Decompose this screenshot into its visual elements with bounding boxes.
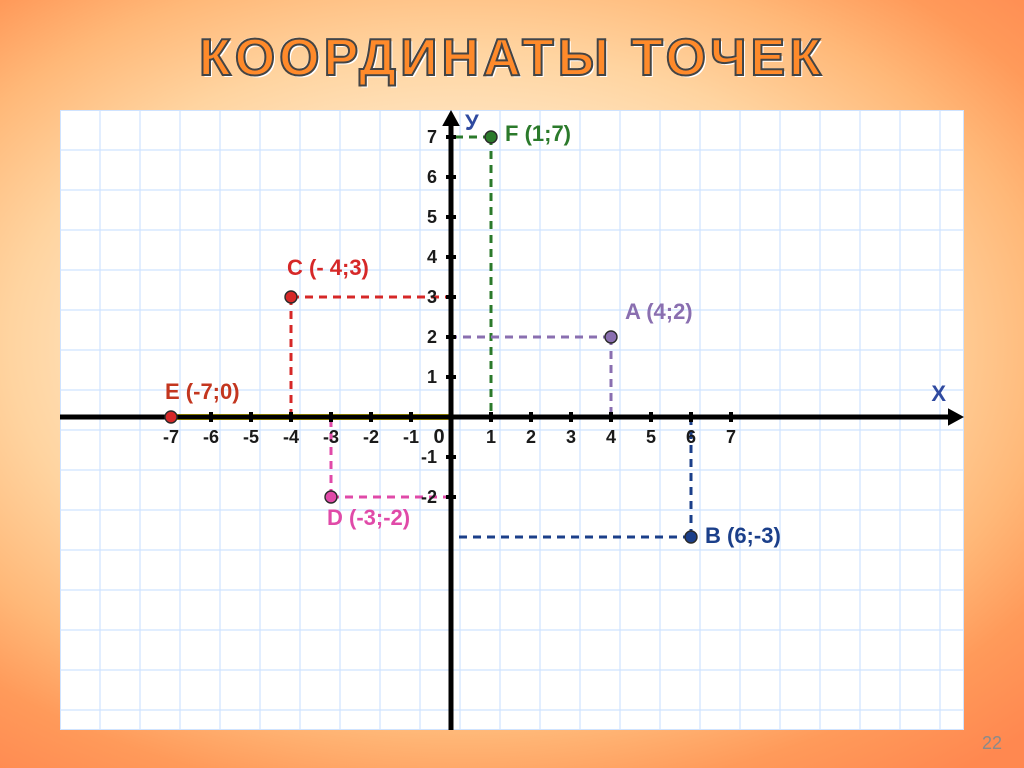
svg-text:2: 2 xyxy=(427,327,437,347)
label-e: E (-7;0) xyxy=(165,379,240,404)
svg-text:-7: -7 xyxy=(163,427,179,447)
svg-text:1: 1 xyxy=(427,367,437,387)
point-a xyxy=(605,331,617,343)
svg-text:-1: -1 xyxy=(421,447,437,467)
coordinate-plot: -7-6-5-4-3-2-11234567-2-112345670XУF (1;… xyxy=(60,110,964,730)
svg-text:7: 7 xyxy=(726,427,736,447)
svg-text:5: 5 xyxy=(427,207,437,227)
point-c xyxy=(285,291,297,303)
svg-text:-4: -4 xyxy=(283,427,299,447)
label-f: F (1;7) xyxy=(505,121,571,146)
label-b: B (6;-3) xyxy=(705,523,781,548)
svg-text:-3: -3 xyxy=(323,427,339,447)
drop-lines xyxy=(291,137,691,537)
slide-title: КООРДИНАТЫ ТОЧЕК xyxy=(0,28,1024,88)
svg-text:5: 5 xyxy=(646,427,656,447)
label-a: A (4;2) xyxy=(625,299,693,324)
svg-text:-2: -2 xyxy=(363,427,379,447)
y-axis-label: У xyxy=(465,110,479,135)
svg-text:-1: -1 xyxy=(403,427,419,447)
page-number: 22 xyxy=(982,733,1002,754)
point-f xyxy=(485,131,497,143)
svg-text:-5: -5 xyxy=(243,427,259,447)
svg-text:7: 7 xyxy=(427,127,437,147)
svg-text:0: 0 xyxy=(433,426,444,448)
svg-text:-2: -2 xyxy=(421,487,437,507)
grid-panel: -7-6-5-4-3-2-11234567-2-112345670XУF (1;… xyxy=(60,110,964,730)
svg-text:4: 4 xyxy=(606,427,616,447)
svg-text:2: 2 xyxy=(526,427,536,447)
svg-text:3: 3 xyxy=(427,287,437,307)
label-d: D (-3;-2) xyxy=(327,505,410,530)
label-c: C (- 4;3) xyxy=(287,255,369,280)
svg-text:6: 6 xyxy=(686,427,696,447)
point-b xyxy=(685,531,697,543)
svg-text:6: 6 xyxy=(427,167,437,187)
svg-text:-6: -6 xyxy=(203,427,219,447)
point-d xyxy=(325,491,337,503)
svg-text:1: 1 xyxy=(486,427,496,447)
svg-text:4: 4 xyxy=(427,247,437,267)
x-axis-label: X xyxy=(931,381,946,406)
point-e xyxy=(165,411,177,423)
points: F (1;7) A (4;2) B (6;-3) C (- 4;3) D (-3;-2)… xyxy=(165,121,781,548)
svg-text:3: 3 xyxy=(566,427,576,447)
